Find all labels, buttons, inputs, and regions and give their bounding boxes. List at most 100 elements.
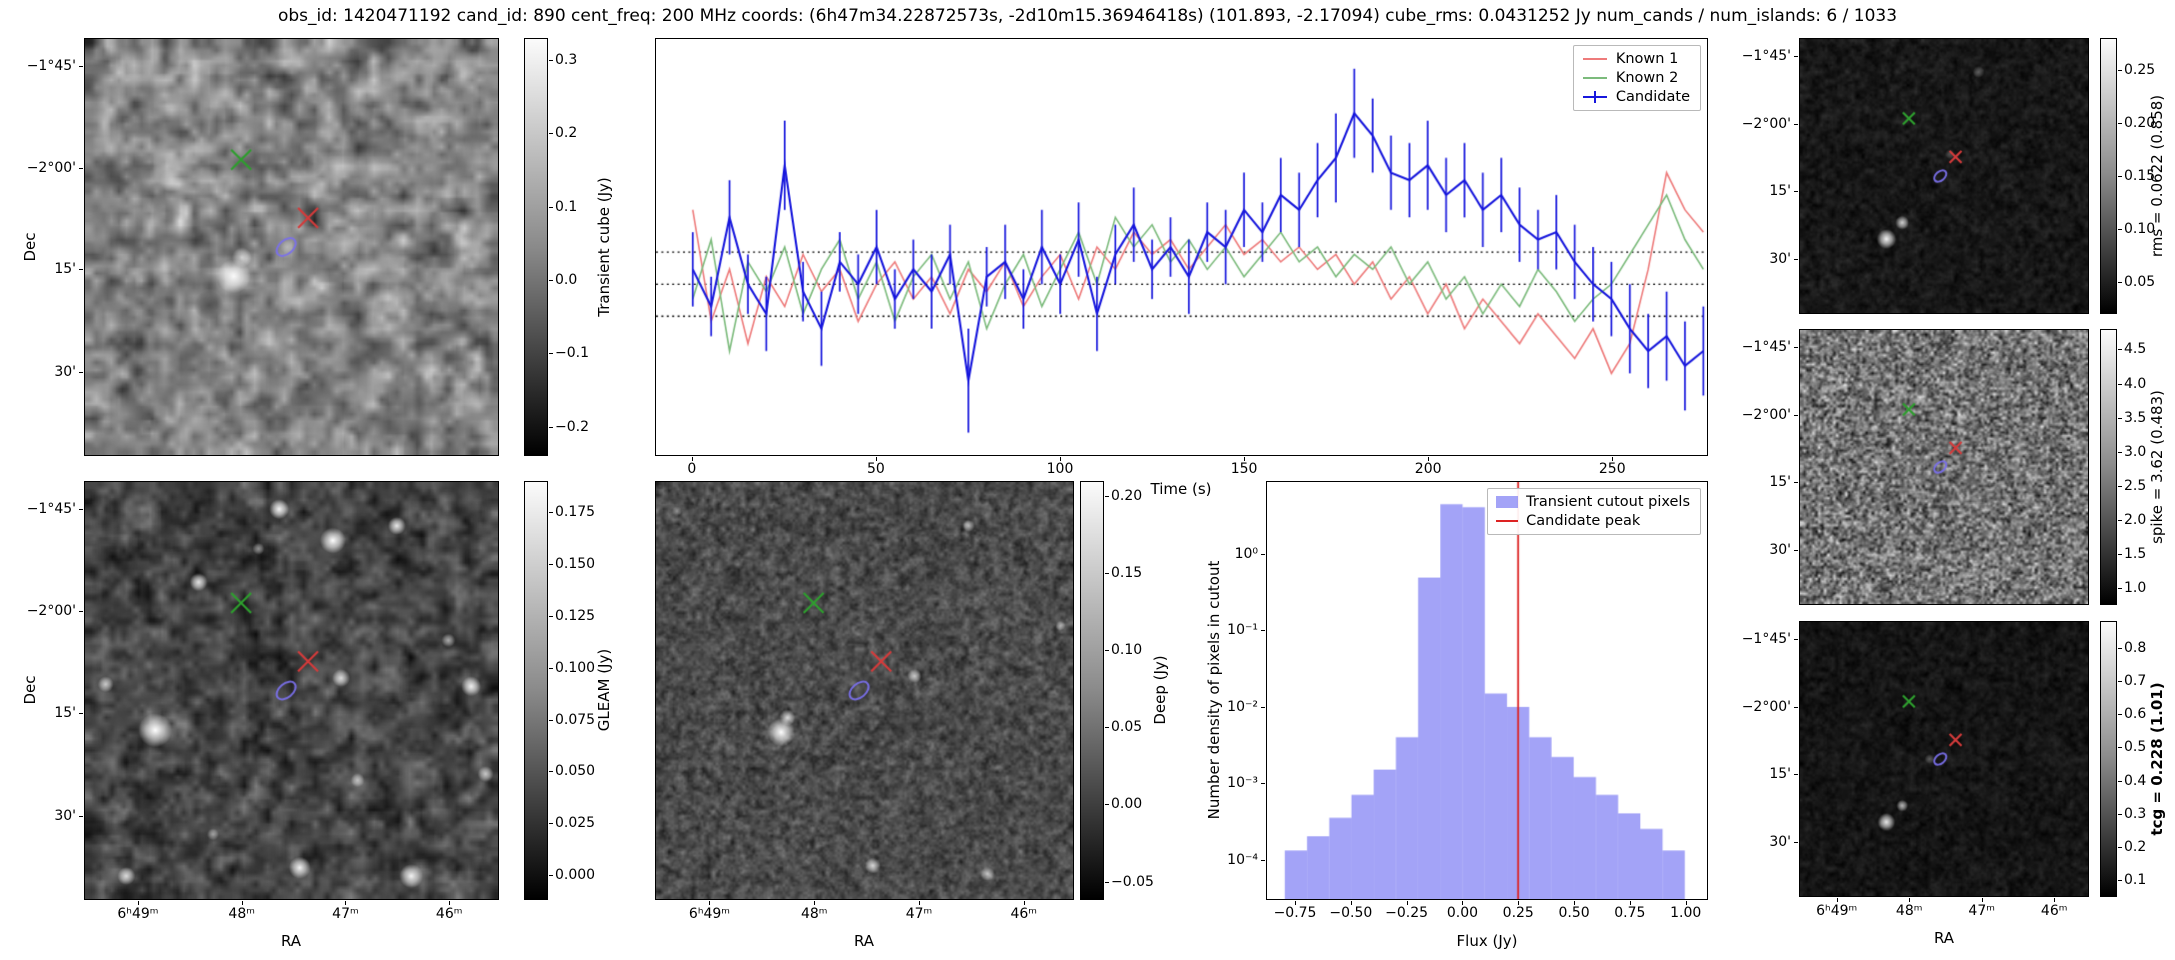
tick-label: 0.175 — [555, 504, 596, 521]
tick-label: 0.100 — [555, 659, 596, 676]
tick-mark — [1629, 901, 1631, 905]
tick-label: 150 — [1230, 461, 1258, 477]
legend-item: Known 1 — [1582, 51, 1690, 67]
tick-label: 0.05 — [1111, 719, 1143, 736]
legend-item: Known 2 — [1582, 70, 1690, 86]
tick-mark — [549, 823, 553, 825]
histogram-plot — [1267, 482, 1707, 899]
tick-mark — [1794, 549, 1798, 551]
tick-label: 0.00 — [1111, 796, 1143, 813]
deep-colorbar-label: Deep (Jy) — [1151, 655, 1169, 725]
spike-colorbar-label: spike = 3.62 (0.483) — [2148, 390, 2166, 544]
tick-label: 0.125 — [555, 607, 596, 624]
tick-label: 0.00 — [1446, 905, 1479, 921]
tick-label: 0.4 — [2124, 772, 2147, 789]
tick-mark — [2118, 383, 2122, 385]
tick-label: 0.75 — [1614, 905, 1646, 921]
tick-label: 0.20 — [1111, 488, 1143, 505]
tick-label: 30' — [1769, 250, 1791, 267]
legend-label: Candidate peak — [1526, 513, 1641, 529]
tick-label: 3.0 — [2124, 443, 2147, 460]
tick-mark — [2118, 69, 2122, 71]
lightcurve-legend: Known 1 Known 2 Candidate — [1572, 45, 1701, 111]
tick-label: 100 — [1046, 461, 1074, 477]
tick-mark — [1518, 901, 1520, 905]
figure-title: obs_id: 1420471192 cand_id: 890 cent_fre… — [277, 6, 1898, 26]
histogram-xlabel: Flux (Jy) — [1456, 932, 1518, 950]
tick-mark — [918, 901, 920, 905]
tick-mark — [2118, 880, 2122, 882]
tick-mark — [2118, 553, 2122, 555]
tick-mark — [1406, 901, 1408, 905]
tick-mark — [2118, 282, 2122, 284]
tick-mark — [1261, 630, 1265, 632]
tick-label: −0.1 — [555, 345, 589, 362]
tick-label: 0.15 — [2124, 168, 2156, 184]
tick-mark — [1794, 190, 1798, 192]
tick-label: 0.20 — [2124, 114, 2156, 131]
tick-label: −0.2 — [555, 418, 589, 435]
vline-sample-icon — [1496, 520, 1519, 522]
tick-label: 47ᵐ — [1968, 903, 1995, 919]
tick-mark — [345, 901, 347, 905]
tick-label: 0.3 — [555, 52, 578, 68]
lightcurve-xlabel: Time (s) — [1150, 480, 1212, 498]
tick-label: 15' — [1769, 182, 1791, 199]
tick-label: 0.0 — [555, 272, 578, 288]
tick-mark — [1261, 859, 1265, 861]
tick-mark — [709, 901, 711, 905]
tick-label: 250 — [1598, 461, 1626, 477]
tick-label: −0.05 — [1111, 873, 1154, 890]
tick-mark — [1794, 639, 1798, 641]
tick-mark — [1261, 706, 1265, 708]
tick-mark — [1794, 481, 1798, 483]
legend-item: Candidate peak — [1496, 513, 1690, 529]
tick-label: 0.10 — [2124, 221, 2156, 238]
tick-mark — [79, 167, 83, 169]
tick-mark — [1105, 496, 1109, 498]
tick-mark — [2118, 780, 2122, 782]
tick-mark — [1981, 898, 1983, 902]
tick-label: −1°45' — [26, 58, 76, 74]
tick-mark — [2118, 485, 2122, 487]
tick-label: 0.7 — [2124, 672, 2147, 689]
tick-mark — [2118, 747, 2122, 749]
tick-label: −1°45' — [26, 501, 76, 518]
tick-mark — [549, 615, 553, 617]
tick-label: −2°00' — [1741, 115, 1791, 132]
tick-label: 6ʰ49ᵐ — [117, 906, 159, 922]
tick-mark — [1428, 457, 1430, 461]
tick-label: 0.5 — [2124, 739, 2147, 756]
gleam-panel — [84, 481, 499, 900]
transient-cube-panel — [84, 38, 499, 456]
tick-label: 10⁻² — [1227, 698, 1258, 715]
deep-panel — [655, 481, 1074, 900]
gleam-ylabel: Dec — [21, 675, 39, 705]
tick-mark — [549, 563, 553, 565]
lightcurve-plot — [656, 39, 1707, 455]
tick-label: 0.25 — [2124, 61, 2156, 78]
tick-label: 6ʰ49ᵐ — [688, 906, 731, 922]
tick-label: −1°45' — [1741, 631, 1791, 648]
tick-label: 46ᵐ — [2040, 903, 2068, 919]
tick-label: 10⁻¹ — [1227, 622, 1258, 639]
tick-label: −2°00' — [26, 159, 76, 176]
spike-colorbar — [2100, 329, 2117, 605]
tick-mark — [549, 133, 553, 135]
tick-mark — [79, 712, 83, 714]
legend-item: Transient cutout pixels — [1496, 494, 1690, 510]
histogram-patch-sample-icon — [1496, 496, 1519, 508]
tcg-panel — [1799, 621, 2089, 897]
tick-label: 2.5 — [2124, 477, 2147, 494]
tick-label: −2°00' — [1741, 698, 1791, 715]
tick-label: 0.3 — [2124, 805, 2147, 822]
tick-mark — [1574, 901, 1576, 905]
tick-mark — [1105, 573, 1109, 575]
tick-mark — [549, 719, 553, 721]
rms-colorbar — [2100, 38, 2117, 314]
line-sample-icon — [1582, 77, 1607, 79]
tick-mark — [549, 771, 553, 773]
tick-mark — [2118, 229, 2122, 231]
tick-mark — [79, 509, 83, 511]
spike-panel — [1799, 329, 2089, 605]
